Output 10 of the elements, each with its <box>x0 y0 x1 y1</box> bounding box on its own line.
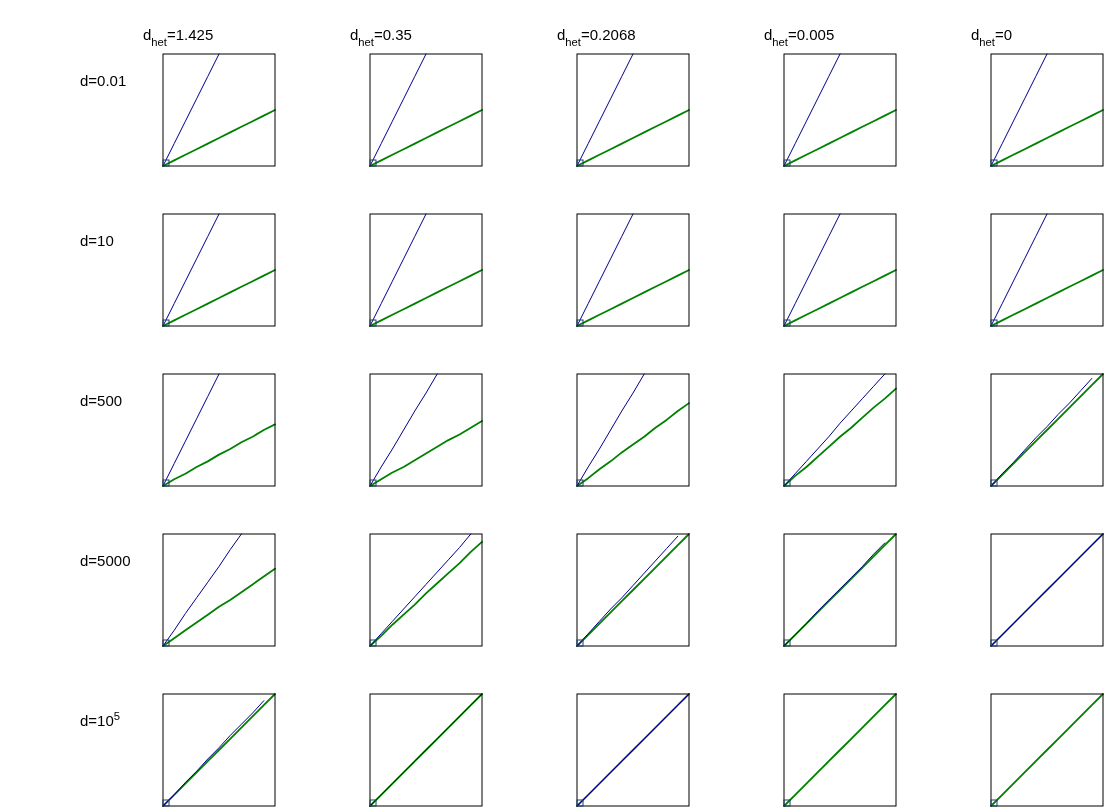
y-axis-title: d=5000 <box>80 552 131 569</box>
chart-title: d$_{het}$=0.2068 <box>557 26 636 48</box>
y-axis-title: d=0.01 <box>80 72 127 89</box>
chart-title: d$_{het}$=1.425 <box>143 26 214 48</box>
chart-title: d$_{het}$=0.35 <box>350 26 412 48</box>
y-axis-title: d=10$^{5}$ <box>80 710 121 729</box>
y-axis-title: d=10 <box>80 232 114 249</box>
chart-title: d$_{het}$=0.005 <box>764 26 835 48</box>
y-axis-title: d=500 <box>80 392 123 409</box>
chart-title: d$_{het}$=0 <box>971 26 1013 48</box>
